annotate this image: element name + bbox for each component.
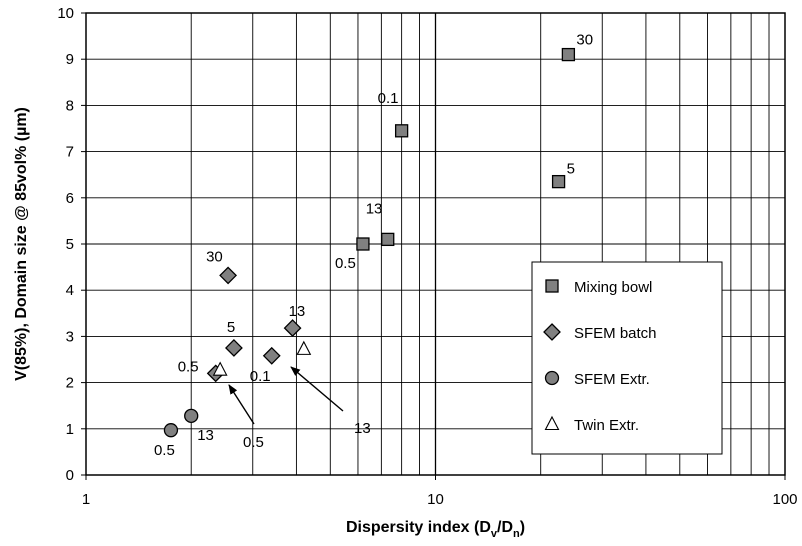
data-label: 30 bbox=[206, 248, 223, 265]
data-point-diamond bbox=[283, 319, 302, 338]
data-point-square bbox=[561, 47, 576, 62]
y-tick-label: 10 bbox=[57, 5, 74, 22]
data-point-square bbox=[381, 232, 395, 247]
legend-marker-triangle bbox=[544, 415, 560, 431]
y-tick-label: 9 bbox=[66, 51, 74, 68]
data-point-triangle bbox=[212, 361, 228, 376]
legend: Mixing bowl SFEM batch SFEM Extr. Twin Extr… bbox=[531, 261, 723, 455]
legend-box bbox=[531, 261, 723, 455]
data-label: 0.1 bbox=[250, 368, 271, 385]
data-label: 0.5 bbox=[335, 255, 356, 272]
x-axis-title: Dispersity index (Dv/Dn) bbox=[346, 519, 525, 540]
y-axis-title: V(85%), Domain size @ 85vol% (µm) bbox=[13, 107, 30, 381]
annotation-arrow bbox=[290, 366, 344, 412]
legend-marker-square bbox=[545, 279, 559, 293]
data-point-diamond bbox=[225, 339, 243, 357]
y-tick-label: 5 bbox=[66, 236, 74, 253]
point-labels: 30 5 0.1 13 0.5 30 5 13 0.1 0.5 0.5 13 0.5 13 bbox=[154, 32, 593, 460]
legend-label: SFEM batch bbox=[574, 325, 657, 342]
y-tick-label: 3 bbox=[66, 328, 74, 345]
annotation-arrow bbox=[228, 384, 255, 425]
legend-label: SFEM Extr. bbox=[574, 371, 650, 388]
data-point-diamond bbox=[262, 346, 281, 365]
data-label: 0.5 bbox=[178, 358, 199, 375]
data-label: 0.5 bbox=[154, 442, 175, 459]
data-point-square bbox=[356, 237, 370, 251]
y-tick-label: 4 bbox=[66, 282, 74, 299]
data-point-triangle bbox=[296, 340, 312, 355]
y-tick-label: 1 bbox=[66, 421, 74, 438]
y-tick-label: 8 bbox=[66, 97, 74, 114]
x-tick-label: 1 bbox=[82, 491, 90, 508]
x-tick-label: 100 bbox=[772, 491, 797, 508]
data-points bbox=[163, 47, 576, 438]
x-tick-label: 10 bbox=[427, 491, 444, 508]
y-tick-label: 2 bbox=[66, 375, 74, 392]
legend-marker-diamond bbox=[543, 323, 561, 341]
data-label: 13 bbox=[197, 427, 214, 444]
y-tick-label: 0 bbox=[66, 467, 74, 484]
data-label: 0.5 bbox=[243, 434, 264, 451]
data-label: 5 bbox=[227, 319, 235, 336]
annotations bbox=[228, 366, 344, 425]
y-tick-label: 6 bbox=[66, 190, 74, 207]
data-label: 13 bbox=[354, 420, 371, 437]
data-point-square bbox=[394, 124, 409, 138]
data-point-circle bbox=[184, 408, 199, 424]
legend-label: Twin Extr. bbox=[574, 417, 639, 434]
data-label: 13 bbox=[289, 303, 306, 320]
data-label: 30 bbox=[576, 32, 593, 49]
data-label: 5 bbox=[567, 161, 575, 178]
data-label: 13 bbox=[366, 200, 383, 217]
y-tick-label: 7 bbox=[66, 144, 74, 161]
data-point-square bbox=[551, 174, 566, 189]
data-label: 0.1 bbox=[378, 90, 399, 107]
legend-label: Mixing bowl bbox=[574, 279, 652, 296]
data-point-diamond bbox=[219, 266, 238, 285]
data-point-circle bbox=[163, 423, 179, 438]
legend-marker-circle bbox=[544, 370, 560, 386]
